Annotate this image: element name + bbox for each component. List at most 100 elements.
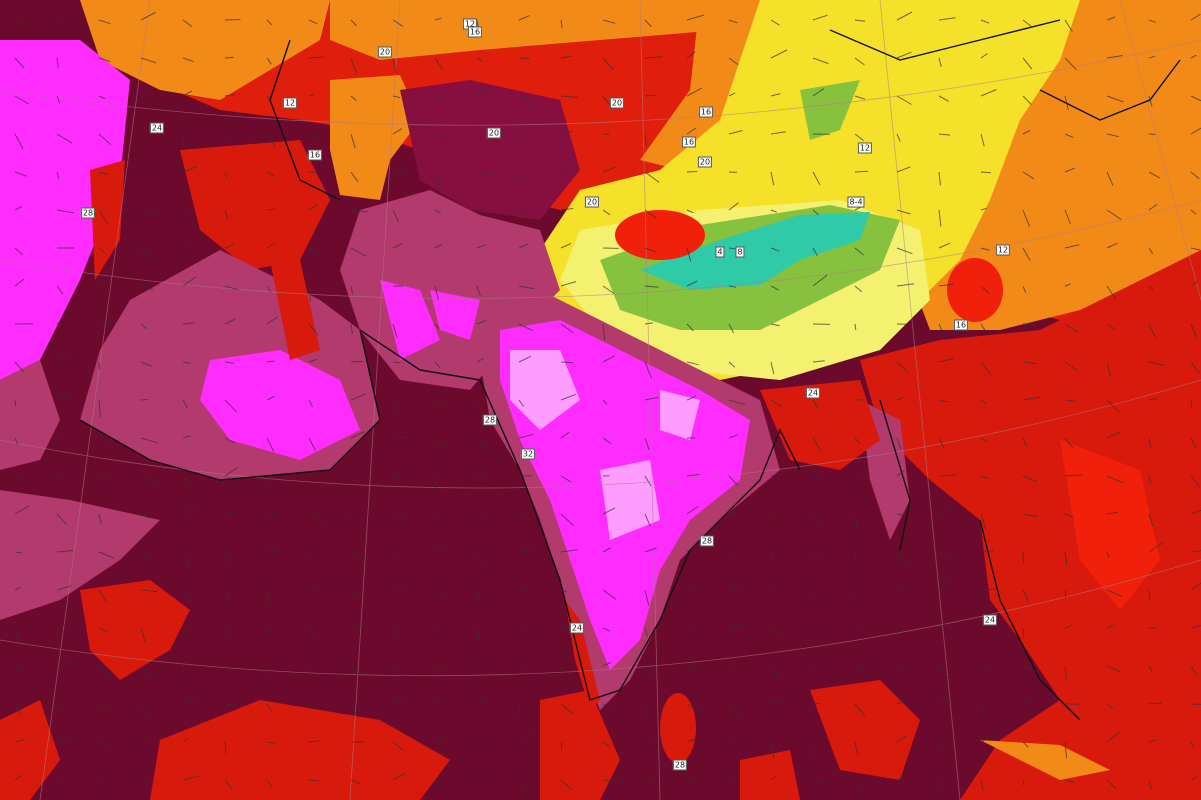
wind-arrow (1022, 741, 1029, 748)
wind-arrow (56, 661, 74, 667)
wind-arrow (644, 547, 657, 553)
wind-arrow (728, 662, 737, 667)
wind-arrow (518, 779, 525, 794)
wind-arrow (812, 741, 815, 757)
wind-arrow (980, 247, 990, 251)
wind-arrow (938, 696, 951, 705)
iran-magenta-patch (430, 290, 480, 340)
wind-arrow (56, 703, 60, 713)
wind-arrow (224, 133, 233, 142)
wind-arrow (56, 133, 73, 144)
contour-label: 16 (307, 149, 323, 161)
wind-arrow (980, 207, 987, 211)
wind-arrow (266, 475, 269, 485)
wind-arrow (182, 475, 194, 491)
wind-arrow (140, 665, 152, 679)
wind-arrow (308, 19, 318, 25)
wind-arrow (602, 507, 616, 515)
wind-arrow (812, 209, 819, 216)
wind-arrow (896, 95, 912, 105)
wind-arrow (938, 209, 942, 227)
wind-arrow (938, 357, 955, 363)
wind-arrow (938, 242, 951, 249)
wind-arrow (980, 399, 987, 405)
wind-arrow (14, 627, 19, 643)
wind-arrow (308, 93, 315, 97)
wind-arrow (686, 665, 699, 672)
wind-arrow (98, 741, 110, 746)
wind-arrow (350, 703, 359, 718)
wind-arrow (560, 19, 563, 29)
wind-arrow (518, 323, 533, 332)
wind-arrow (98, 57, 111, 63)
contour-label: 20 (584, 196, 600, 208)
wind-arrow (854, 627, 864, 629)
wind-arrow (308, 437, 317, 451)
wind-arrow (14, 665, 26, 673)
wind-arrow (812, 247, 818, 257)
wind-arrow (770, 19, 780, 26)
wind-arrow (1022, 57, 1033, 70)
wind-arrow (644, 19, 652, 28)
wind-arrow (14, 475, 23, 483)
wind-arrow (266, 395, 275, 401)
contour-label: 20 (697, 156, 713, 168)
wind-arrow (98, 278, 110, 287)
wind-arrow (938, 551, 954, 561)
wind-arrow (854, 357, 862, 363)
wind-arrow (686, 247, 692, 262)
wind-arrow (686, 127, 697, 135)
wind-arrow (938, 437, 945, 449)
wind-arrow (98, 589, 108, 603)
wind-arrow (1148, 702, 1162, 705)
wind-arrow (980, 550, 995, 553)
wind-arrow (812, 665, 818, 671)
wind-arrow (308, 513, 325, 523)
wind-arrow (434, 57, 444, 70)
contour-label: 24 (982, 614, 998, 626)
wind-arrow (770, 247, 780, 252)
wind-arrow (980, 89, 997, 97)
wind-arrow (728, 19, 738, 24)
wind-arrow (1064, 167, 1076, 173)
wind-arrow (350, 133, 356, 149)
contour-label: 32 (520, 448, 536, 460)
wind-arrow (518, 57, 530, 59)
wind-arrow (266, 171, 276, 178)
wind-arrow (1190, 54, 1197, 59)
wind-arrow (644, 322, 654, 325)
wind-arrow (434, 779, 443, 790)
wind-arrow (98, 779, 106, 785)
wind-arrow (728, 130, 743, 135)
wind-arrow (1106, 475, 1124, 484)
wind-arrow (896, 396, 905, 401)
wind-arrow (560, 741, 563, 750)
wind-arrow (770, 474, 780, 477)
wind-arrow (266, 511, 277, 515)
wind-arrow (728, 285, 737, 288)
wind-arrow (1106, 209, 1122, 220)
wind-arrow (1190, 776, 1198, 781)
wind-arrow (224, 361, 234, 364)
wind-arrow (728, 775, 740, 781)
wind-arrow (308, 779, 319, 782)
wind-arrow (1148, 285, 1154, 291)
wind-arrow (182, 166, 197, 173)
wind-arrow (560, 393, 576, 401)
wind-arrow (98, 247, 106, 254)
wind-arrow (392, 57, 397, 75)
wind-arrow (1106, 171, 1114, 186)
wind-arrow (1106, 323, 1116, 330)
wind-arrow (476, 741, 482, 748)
wind-arrow (98, 19, 111, 25)
wind-arrow (350, 95, 357, 101)
wind-arrow (140, 133, 148, 137)
wind-arrow (686, 738, 695, 743)
wind-arrow (644, 209, 657, 219)
wind-arrow (350, 589, 357, 598)
wind-arrow (140, 171, 148, 174)
wind-arrow (770, 551, 774, 559)
india-light-pink-patch (660, 390, 700, 440)
wind-arrow (812, 702, 821, 705)
wind-arrow (938, 665, 950, 680)
